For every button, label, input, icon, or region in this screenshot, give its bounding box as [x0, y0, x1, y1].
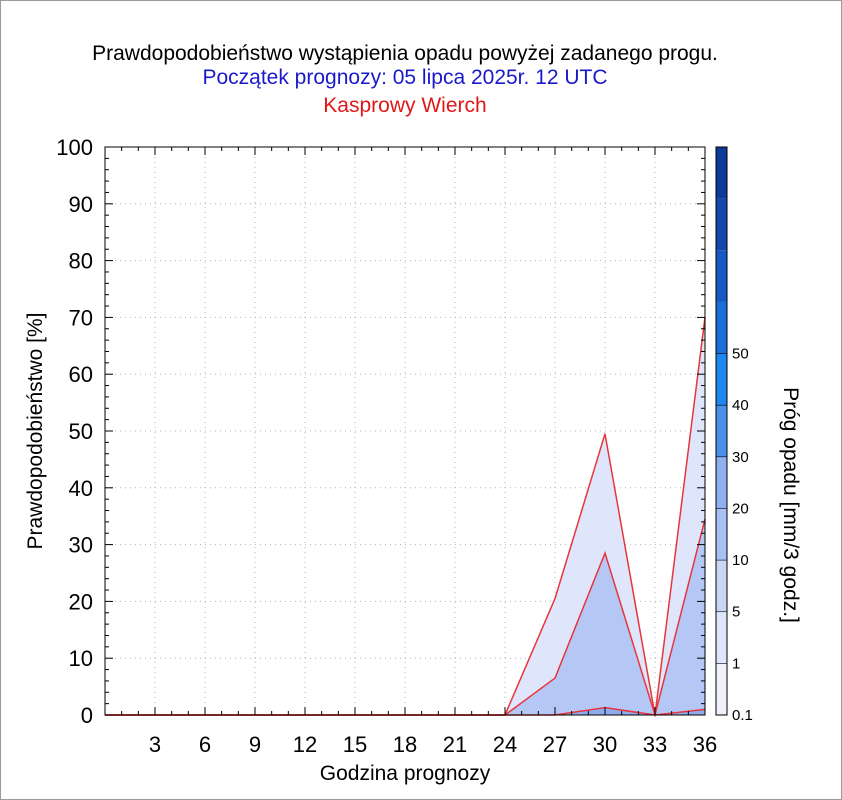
colorbar-tick-label: 5 — [732, 604, 740, 621]
x-tick-label: 12 — [293, 732, 317, 757]
colorbar-segment — [716, 353, 727, 406]
colorbar-segment — [716, 560, 727, 612]
chart-title: Prawdopodobieństwo wystąpienia opadu pow… — [92, 42, 718, 65]
colorbar-tick-label: 40 — [732, 397, 749, 414]
y-tick-label: 90 — [69, 192, 93, 217]
x-tick-label: 24 — [493, 732, 517, 757]
x-tick-label: 15 — [343, 732, 367, 757]
x-tick-label: 9 — [249, 732, 261, 757]
colorbar-tick-label: 1 — [732, 655, 740, 672]
location-title: Kasprowy Wierch — [323, 94, 487, 117]
y-tick-label: 50 — [69, 419, 93, 444]
y-tick-label: 0 — [81, 703, 93, 728]
colorbar-tick-label: 20 — [732, 500, 749, 517]
x-tick-label: 6 — [199, 732, 211, 757]
colorbar-segment — [716, 405, 727, 457]
colorbar-segment — [716, 663, 727, 715]
x-tick-label: 18 — [393, 732, 417, 757]
colorbar-tick-label: 0.1 — [732, 707, 753, 724]
colorbar-segment — [716, 301, 727, 354]
colorbar-tick-label: 50 — [732, 346, 749, 363]
colorbar-segment — [716, 198, 727, 251]
y-tick-label: 70 — [69, 305, 93, 330]
y-tick-label: 10 — [69, 646, 93, 671]
colorbar-tick-label: 10 — [732, 552, 749, 569]
colorbar-segment — [716, 508, 727, 561]
colorbar-segment — [716, 611, 727, 664]
colorbar-tick-label: 30 — [732, 449, 749, 466]
x-tick-label: 27 — [543, 732, 567, 757]
y-tick-label: 60 — [69, 362, 93, 387]
x-tick-label: 3 — [149, 732, 161, 757]
x-axis-label: Godzina prognozy — [319, 762, 491, 785]
x-tick-label: 33 — [643, 732, 667, 757]
y-tick-label: 100 — [56, 135, 93, 160]
x-tick-label: 36 — [693, 732, 717, 757]
colorbar-segment — [716, 456, 727, 509]
area-threshold-1 — [105, 519, 705, 715]
y-tick-label: 30 — [69, 533, 93, 558]
area-threshold-0.1 — [105, 317, 705, 715]
x-tick-label: 30 — [593, 732, 617, 757]
colorbar-segment — [716, 250, 727, 302]
y-tick-label: 80 — [69, 249, 93, 274]
chart-subtitle: Początek prognozy: 05 lipca 2025r. 12 UT… — [202, 66, 608, 89]
x-tick-label: 21 — [443, 732, 467, 757]
y-tick-label: 20 — [69, 589, 93, 614]
colorbar-segment — [716, 147, 727, 199]
y-tick-label: 40 — [69, 476, 93, 501]
